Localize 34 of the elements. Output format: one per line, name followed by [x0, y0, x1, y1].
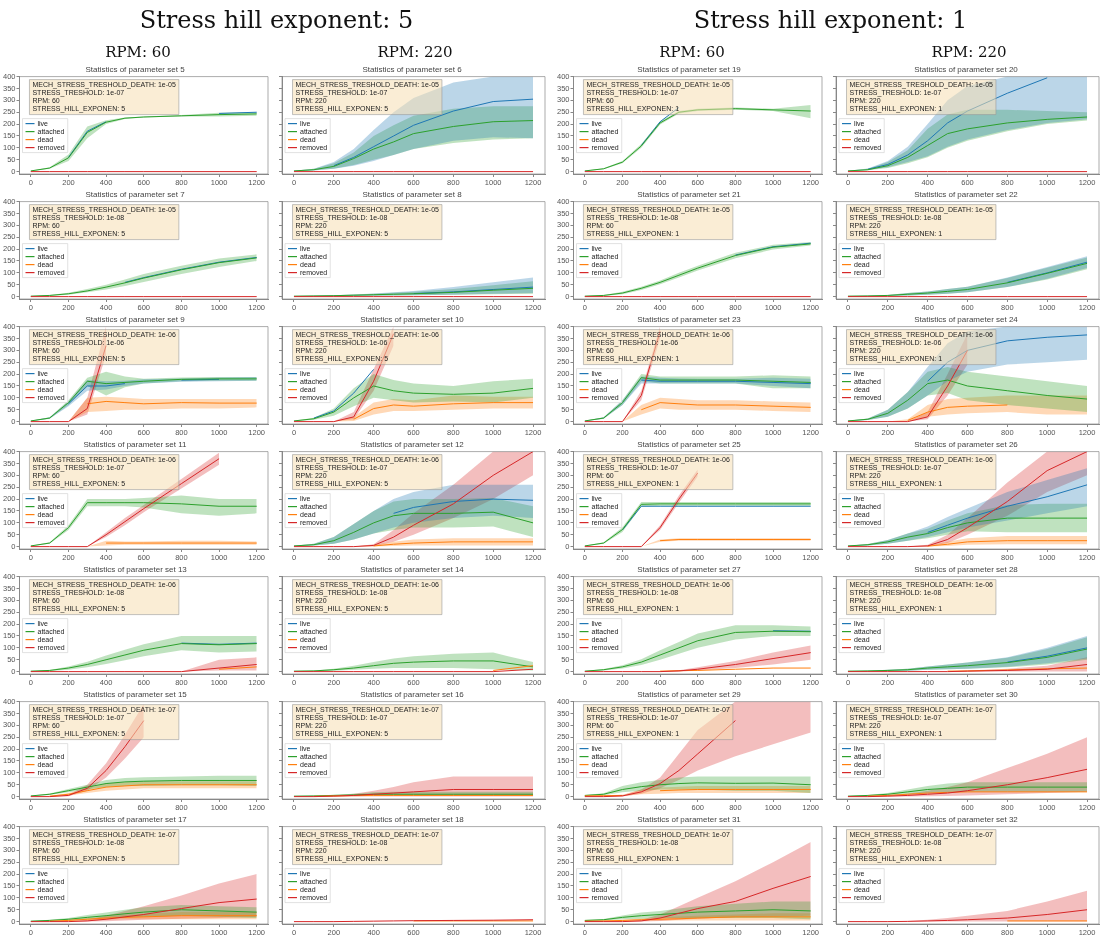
- chart-subtitle: RPM: 60: [658, 43, 726, 61]
- chart-title: Statistics of parameter set 10: [360, 315, 465, 324]
- chart-title: Statistics of parameter set 25: [637, 440, 742, 449]
- chart-title: Statistics of parameter set 18: [360, 815, 465, 824]
- chart-title: Statistics of parameter set 21: [637, 190, 742, 199]
- chart-title: Statistics of parameter set 31: [637, 815, 742, 824]
- chart-title: Statistics of parameter set 23: [637, 315, 742, 324]
- chart-title: Statistics of parameter set 9: [85, 315, 186, 324]
- chart-subtitle: RPM: 220: [376, 43, 454, 61]
- chart-title: Statistics of parameter set 5: [85, 65, 186, 74]
- chart-title: Statistics of parameter set 13: [83, 565, 188, 574]
- text: Stress hill exponent: 5: [138, 6, 415, 34]
- chart-title: Statistics of parameter set 27: [637, 565, 742, 574]
- text: Stress hill exponent: 1: [692, 6, 969, 34]
- chart-title: Statistics of parameter set 24: [914, 315, 1019, 324]
- chart-title: Statistics of parameter set 19: [637, 65, 742, 74]
- chart-title: Statistics of parameter set 32: [914, 815, 1019, 824]
- chart-subtitle: RPM: 220: [930, 43, 1008, 61]
- chart-title: Statistics of parameter set 20: [914, 65, 1019, 74]
- chart-title: Statistics of parameter set 7: [85, 190, 186, 199]
- chart-title: Statistics of parameter set 14: [360, 565, 465, 574]
- chart-title: Statistics of parameter set 11: [83, 440, 188, 449]
- chart-title: Statistics of parameter set 12: [360, 440, 465, 449]
- chart-title: Statistics of parameter set 22: [914, 190, 1019, 199]
- chart-title: Statistics of parameter set 29: [637, 690, 742, 699]
- chart-title: Statistics of parameter set 30: [914, 690, 1019, 699]
- chart-title: Statistics of parameter set 28: [914, 565, 1019, 574]
- chart-title: Statistics of parameter set 8: [362, 190, 463, 199]
- chart-title: Statistics of parameter set 26: [914, 440, 1019, 449]
- chart-title: Statistics of parameter set 15: [83, 690, 188, 699]
- chart-title: Statistics of parameter set 6: [362, 65, 463, 74]
- chart-title: Statistics of parameter set 16: [360, 690, 465, 699]
- chart-subtitle: RPM: 60: [104, 43, 172, 61]
- chart-title: Statistics of parameter set 17: [83, 815, 188, 824]
